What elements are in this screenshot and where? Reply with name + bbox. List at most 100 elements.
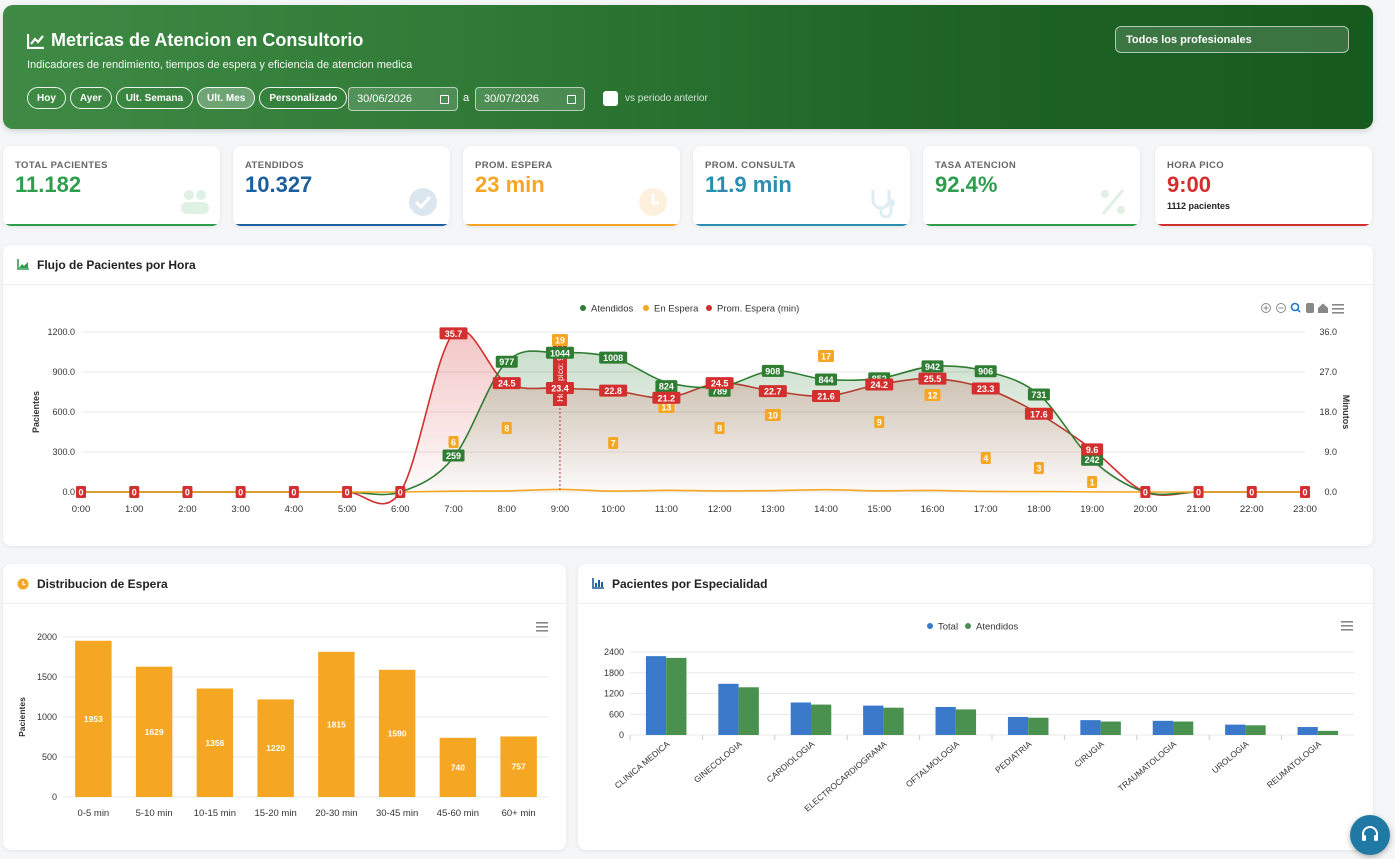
menu-icon[interactable] — [1341, 621, 1353, 631]
legend-label: Total — [938, 622, 958, 633]
zoom-select-icon[interactable] — [1290, 302, 1300, 312]
wait-bar — [500, 736, 537, 797]
kpi-label: HORA PICO — [1167, 160, 1225, 171]
wait-bar — [378, 669, 416, 797]
kpi-label: ATENDIDOS — [245, 160, 304, 171]
professional-select[interactable]: Todos los profesionales — [1115, 26, 1349, 53]
wait-panel-header: Distribucion de Espera — [3, 564, 566, 604]
kpi-card: PROM. CONSULTA 11.9 min — [693, 146, 910, 226]
pan-icon[interactable] — [1306, 303, 1314, 313]
date-to-value: 30/07/2026 — [484, 93, 540, 105]
flow-panel-title: Flujo de Pacientes por Hora — [37, 257, 196, 272]
calendar-icon[interactable] — [440, 94, 449, 104]
data-label-bg — [758, 385, 787, 398]
menu-icon-line — [1332, 312, 1344, 314]
compare-checkbox[interactable] — [603, 91, 618, 106]
menu-icon[interactable] — [536, 622, 548, 632]
data-label-bg — [1024, 407, 1053, 420]
data-label-bg — [608, 437, 619, 449]
data-label-bg — [395, 486, 406, 498]
specialty-bar — [738, 687, 759, 735]
date-from-input[interactable]: 30/06/2026 — [348, 87, 458, 111]
x-tick-label: 8:00 — [497, 504, 516, 515]
y-tick-label: 600.0 — [52, 407, 75, 417]
kpi-value: 11.9 min — [705, 172, 792, 197]
period-custom-button[interactable]: Personalizado — [259, 87, 348, 109]
legend-label: Atendidos — [976, 622, 1019, 633]
menu-icon-line — [1332, 304, 1344, 306]
wait-bar — [135, 666, 173, 797]
data-label: 24.5 — [711, 379, 729, 389]
x-tick-label: 15:00 — [867, 504, 891, 515]
kpi-accent-bar — [693, 224, 910, 226]
x-tick-label: 21:00 — [1187, 504, 1211, 515]
x-tick-label: GINECOLOGIA — [692, 739, 744, 785]
headset-icon — [1362, 826, 1378, 841]
data-label-bg — [655, 380, 678, 393]
menu-icon[interactable] — [1332, 304, 1344, 314]
menu-icon-line — [1341, 625, 1353, 627]
y-tick-label: 1200 — [604, 689, 624, 699]
kpi-value: 9:00 — [1167, 172, 1212, 197]
page-title: Metricas de Atencion en Consultorio — [27, 30, 363, 51]
x-tick-label: 4:00 — [285, 504, 304, 515]
x-tick-label: 10:00 — [601, 504, 625, 515]
x-tick-label: 11:00 — [655, 504, 678, 515]
specialty-bar — [1028, 717, 1049, 735]
kpi-card: PROM. ESPERA 23 min — [463, 146, 680, 226]
kpi-accent-bar — [233, 224, 450, 226]
legend-marker — [643, 305, 649, 311]
bar-value-label: 1953 — [84, 714, 103, 724]
kpi-label: TASA ATENCION — [935, 160, 1017, 171]
y2-axis-label: Minutos — [1341, 395, 1351, 430]
data-label: 0 — [78, 488, 83, 498]
data-label: 8 — [717, 424, 722, 434]
data-label: 0 — [1249, 488, 1254, 498]
period-week-button[interactable]: Ult. Semana — [115, 87, 194, 109]
y-tick-label: 600 — [609, 709, 624, 719]
data-label-bg — [545, 346, 574, 359]
period-month-button[interactable]: Ult. Mes — [197, 87, 256, 109]
data-label-bg — [235, 486, 246, 498]
wait-bar — [439, 737, 477, 797]
kpi-card: ATENDIDOS 10.327 — [233, 146, 450, 226]
specialty-bar — [1317, 730, 1339, 735]
x-tick-label: 19:00 — [1080, 504, 1104, 515]
x-tick-label: REUMATOLOGIA — [1265, 739, 1324, 790]
data-label: 977 — [499, 357, 514, 367]
zoom-in-icon[interactable] — [1261, 303, 1271, 313]
specialty-bar — [718, 683, 739, 735]
zoom-select-handle — [1296, 308, 1301, 313]
data-label: 24.2 — [870, 380, 888, 390]
data-label-bg — [874, 416, 885, 428]
y-tick-label: 900.0 — [52, 367, 75, 377]
date-to-input[interactable]: 30/07/2026 — [475, 87, 585, 111]
y-tick-label: 2400 — [604, 647, 624, 657]
x-tick-label: 22:00 — [1240, 504, 1264, 515]
data-label: 4 — [983, 454, 988, 464]
period-today-button[interactable]: Hoy — [27, 87, 66, 109]
clock-icon — [639, 188, 667, 216]
data-label-bg — [1087, 476, 1098, 488]
y2-tick-label: 0.0 — [1324, 487, 1337, 497]
data-label-bg — [599, 384, 628, 397]
data-label-bg — [76, 486, 86, 498]
home-icon[interactable] — [1318, 303, 1328, 314]
data-label: 24.5 — [498, 379, 516, 389]
support-chat-button[interactable] — [1350, 815, 1390, 855]
kpi-value: 10.327 — [245, 172, 313, 197]
specialty-bar — [1225, 724, 1246, 735]
period-yesterday-button[interactable]: Ayer — [69, 87, 112, 109]
dashboard-header: Metricas de Atencion en Consultorio Indi… — [3, 5, 1373, 129]
data-label-bg — [761, 364, 784, 377]
menu-icon-line — [1332, 308, 1344, 310]
zoom-in-icon-plus — [1263, 305, 1269, 311]
calendar-icon[interactable] — [567, 94, 576, 104]
data-label-bg — [815, 373, 838, 386]
zoom-out-icon[interactable] — [1276, 303, 1286, 313]
x-tick-label: 60+ min — [502, 808, 536, 819]
specialty-bar — [1173, 721, 1194, 735]
y-tick-label: 1500 — [37, 672, 57, 682]
wait-panel-title: Distribucion de Espera — [37, 576, 168, 591]
wait-bar — [318, 651, 355, 797]
